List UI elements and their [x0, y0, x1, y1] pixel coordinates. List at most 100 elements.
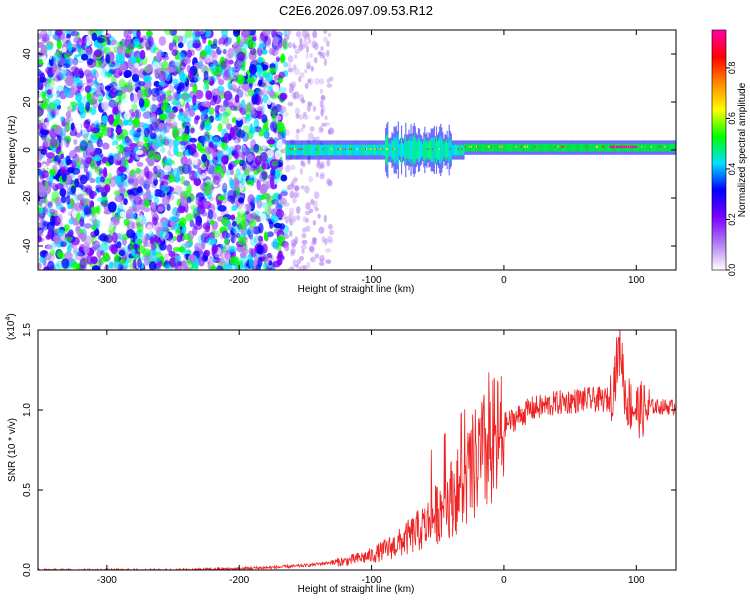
spectrogram-cell	[196, 204, 206, 215]
spectrogram-cell	[643, 143, 645, 152]
spectrogram-cell	[257, 256, 263, 268]
spectrogram-cell	[184, 30, 193, 39]
spectrogram-cell	[295, 128, 301, 134]
spectrogram-cell	[246, 77, 256, 84]
spectrogram-cell	[490, 145, 493, 148]
spectrogram-cell	[334, 144, 336, 156]
spectrogram-cell	[64, 56, 72, 67]
spectrogram-cell	[209, 257, 214, 267]
spectrogram-cell	[130, 169, 135, 177]
spectrogram-cell	[632, 143, 635, 152]
spectrogram-cell	[196, 250, 204, 258]
spectrogram-cell	[160, 103, 168, 112]
spectrogram-cell	[91, 172, 98, 178]
spectrogram-cell	[119, 265, 124, 270]
spectrogram-cell	[135, 140, 145, 148]
spectrogram-cell	[600, 143, 602, 152]
spectrogram-cell	[39, 101, 49, 110]
spectrogram-cell	[79, 218, 85, 227]
spectrogram-cell	[224, 238, 230, 246]
spectrogram-cell	[166, 203, 171, 212]
spectrogram-cell	[583, 143, 585, 152]
x-tick-label: -300	[97, 575, 117, 586]
spectrogram-cell	[204, 122, 212, 132]
spectrogram-cell	[289, 190, 295, 199]
spectrogram-cell	[79, 140, 88, 151]
spectrogram-cell	[130, 187, 140, 197]
spectrogram-cell	[90, 108, 97, 115]
spectrogram-cell	[594, 143, 596, 152]
spectrogram-cell	[240, 35, 250, 41]
spectrogram-cell	[390, 143, 392, 157]
spectrogram-cell	[107, 83, 114, 93]
spectrogram-cell	[49, 208, 56, 215]
spectrogram-cell	[91, 32, 98, 42]
spectrogram-cell	[190, 127, 195, 134]
spectrogram-cell	[306, 104, 311, 112]
spectrogram-cell	[124, 135, 130, 144]
spectrogram-cell	[165, 231, 174, 241]
spectrogram-cell	[113, 190, 121, 197]
spectrogram-cell	[322, 51, 326, 60]
spectrogram-cell	[398, 144, 401, 156]
spectrogram-cell	[182, 88, 188, 96]
spectrogram-cell	[397, 134, 399, 166]
spectrogram-cell	[123, 218, 130, 227]
x-tick-label: -100	[362, 275, 382, 286]
spectrogram-cell	[304, 185, 310, 194]
spectrogram-cell	[185, 213, 194, 222]
spectrogram-cell	[60, 241, 67, 248]
spectrogram-cell	[554, 145, 556, 148]
spectrogram-cell	[382, 144, 385, 156]
spectrogram-cell	[611, 145, 614, 149]
spectrogram-cell	[644, 143, 646, 152]
spectrogram-cell	[195, 115, 201, 121]
spectrogram-cell	[523, 145, 525, 148]
spectrogram-cell	[198, 234, 205, 245]
spectrogram-cell	[510, 143, 512, 152]
spectrogram-cell	[179, 61, 186, 71]
spectrogram-cell	[288, 207, 295, 216]
spectrogram-cell	[104, 184, 111, 193]
spectrogram-cell	[406, 141, 408, 159]
spectrogram-cell	[553, 143, 555, 152]
spectrogram-cell	[394, 137, 396, 163]
spectrogram-cell	[378, 144, 380, 156]
spectrogram-cell	[249, 212, 257, 219]
spectrogram-cell	[315, 171, 319, 178]
spectrogram-cell	[193, 242, 202, 252]
spectrogram-cell	[293, 192, 298, 199]
spectrogram-cell	[163, 253, 169, 263]
spectrogram-cell	[146, 224, 153, 235]
spectrogram-cell	[471, 143, 474, 152]
spectrogram-cell	[605, 143, 607, 152]
spectrogram-cell	[602, 145, 604, 148]
spectrogram-cell	[586, 145, 588, 148]
spectrogram-cell	[227, 163, 233, 171]
spectrogram-cell	[188, 110, 196, 117]
spectrogram-cell	[74, 154, 80, 163]
spectrogram-cell	[222, 150, 229, 156]
spectrogram-cell	[377, 144, 379, 156]
spectrogram-cell	[234, 144, 242, 151]
spectrogram-cell	[250, 237, 257, 247]
spectrogram-cell	[211, 244, 219, 254]
x-tick-label: 100	[628, 275, 645, 286]
spectrogram-cell	[142, 228, 147, 238]
spectrogram-cell	[319, 258, 324, 263]
spectrogram-cell	[474, 143, 476, 152]
spectrogram-cell	[316, 158, 321, 166]
spectrogram-cell	[570, 143, 572, 152]
spectrogram-cell	[91, 240, 101, 250]
spectrogram-cell	[399, 143, 402, 157]
spectrogram-cell	[162, 195, 170, 206]
spectrogram-cell	[99, 256, 105, 265]
spectrogram-cell	[578, 143, 581, 152]
spectrogram-cell	[46, 44, 54, 51]
colorbar-tick-label: 0.4	[727, 163, 737, 176]
spectrogram-cell	[532, 143, 534, 152]
spectrogram-cell	[349, 148, 351, 151]
spectrogram-cell	[526, 145, 529, 148]
spectrogram-cell	[119, 157, 127, 168]
spectrogram-cell	[289, 148, 291, 151]
